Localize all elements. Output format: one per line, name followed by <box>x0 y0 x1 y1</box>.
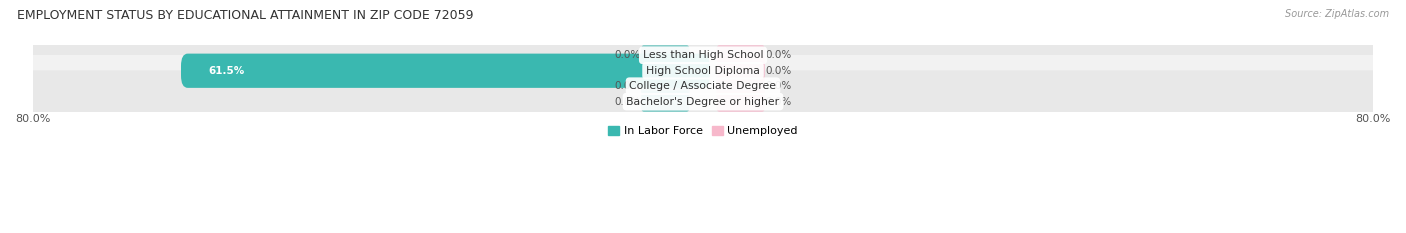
FancyBboxPatch shape <box>641 76 689 97</box>
FancyBboxPatch shape <box>20 55 1386 117</box>
Text: College / Associate Degree: College / Associate Degree <box>630 81 776 91</box>
FancyBboxPatch shape <box>20 70 1386 133</box>
Text: Source: ZipAtlas.com: Source: ZipAtlas.com <box>1285 9 1389 19</box>
Text: Less than High School: Less than High School <box>643 50 763 60</box>
Text: 61.5%: 61.5% <box>208 66 245 76</box>
FancyBboxPatch shape <box>717 76 765 97</box>
Text: 0.0%: 0.0% <box>766 66 792 76</box>
Text: 0.0%: 0.0% <box>766 50 792 60</box>
Text: Bachelor's Degree or higher: Bachelor's Degree or higher <box>627 97 779 106</box>
Text: High School Diploma: High School Diploma <box>647 66 759 76</box>
FancyBboxPatch shape <box>717 91 765 112</box>
Text: EMPLOYMENT STATUS BY EDUCATIONAL ATTAINMENT IN ZIP CODE 72059: EMPLOYMENT STATUS BY EDUCATIONAL ATTAINM… <box>17 9 474 22</box>
FancyBboxPatch shape <box>20 39 1386 102</box>
FancyBboxPatch shape <box>717 60 765 81</box>
Text: 0.0%: 0.0% <box>614 97 640 106</box>
Text: 0.0%: 0.0% <box>614 50 640 60</box>
FancyBboxPatch shape <box>717 45 765 66</box>
Legend: In Labor Force, Unemployed: In Labor Force, Unemployed <box>603 121 803 140</box>
FancyBboxPatch shape <box>641 45 689 66</box>
Text: 0.0%: 0.0% <box>614 81 640 91</box>
Text: 0.0%: 0.0% <box>766 97 792 106</box>
Text: 0.0%: 0.0% <box>766 81 792 91</box>
FancyBboxPatch shape <box>181 54 710 88</box>
FancyBboxPatch shape <box>20 24 1386 87</box>
FancyBboxPatch shape <box>641 91 689 112</box>
